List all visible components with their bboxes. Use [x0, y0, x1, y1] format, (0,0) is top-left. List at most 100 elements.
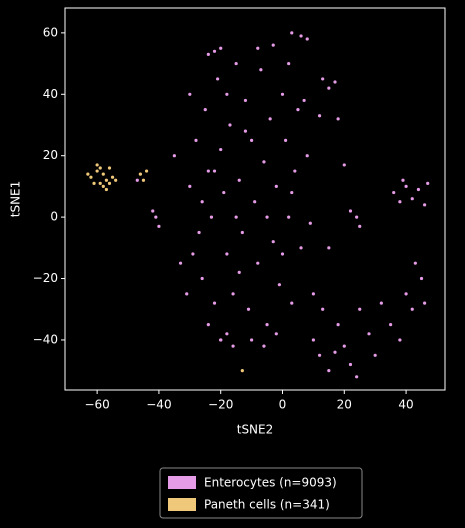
- point: [212, 301, 217, 305]
- point: [423, 203, 427, 207]
- point: [348, 209, 353, 213]
- point: [274, 184, 278, 189]
- point: [135, 178, 139, 182]
- point: [114, 178, 118, 182]
- y-tick-label: 40: [43, 87, 58, 101]
- point: [206, 169, 210, 173]
- y-axis-label: tSNE1: [9, 181, 23, 218]
- point: [311, 338, 315, 342]
- point: [262, 344, 266, 348]
- point: [206, 322, 210, 327]
- point: [256, 46, 260, 50]
- y-tick-label: −40: [33, 332, 58, 346]
- point: [342, 344, 346, 348]
- point: [336, 322, 340, 327]
- point: [222, 190, 226, 195]
- point: [234, 61, 238, 66]
- point: [299, 34, 303, 38]
- point: [231, 344, 235, 348]
- point: [89, 175, 93, 179]
- point: [86, 172, 90, 176]
- point: [317, 353, 322, 357]
- point: [178, 261, 183, 265]
- point: [379, 301, 383, 305]
- point: [253, 200, 257, 204]
- point: [398, 338, 402, 342]
- point: [290, 301, 294, 305]
- point: [209, 215, 214, 219]
- point: [401, 178, 405, 182]
- point: [141, 178, 146, 182]
- x-tick-label: 0: [279, 398, 287, 412]
- point: [423, 301, 427, 305]
- y-tick-label: 0: [50, 210, 58, 224]
- y-tick-label: −20: [33, 271, 58, 285]
- point: [333, 80, 337, 84]
- point: [188, 92, 192, 96]
- point: [101, 172, 105, 176]
- point: [283, 138, 288, 142]
- point: [225, 252, 229, 256]
- point: [203, 108, 207, 112]
- point: [95, 163, 99, 167]
- point: [194, 138, 198, 142]
- x-tick-label: 40: [398, 398, 413, 412]
- point: [225, 332, 229, 336]
- point: [151, 209, 155, 213]
- point: [426, 181, 430, 185]
- point: [296, 108, 300, 112]
- x-tick-label: −60: [84, 398, 109, 412]
- point: [250, 138, 254, 142]
- point: [197, 230, 201, 235]
- point: [271, 240, 275, 244]
- point: [259, 68, 263, 72]
- point: [311, 292, 315, 296]
- point: [287, 215, 291, 219]
- point: [327, 86, 331, 90]
- point: [219, 147, 223, 152]
- point: [237, 270, 241, 274]
- point: [317, 114, 322, 118]
- point: [110, 175, 115, 179]
- point: [250, 338, 254, 342]
- point: [104, 178, 108, 182]
- point: [277, 283, 282, 287]
- point: [172, 154, 176, 158]
- point: [327, 246, 331, 250]
- y-tick-label: 20: [43, 148, 58, 162]
- point: [228, 123, 232, 127]
- point: [191, 252, 195, 256]
- point: [107, 166, 112, 170]
- point: [268, 117, 272, 121]
- point: [290, 31, 294, 35]
- point: [287, 61, 291, 66]
- legend-label: Paneth cells (n=341): [204, 498, 330, 512]
- point: [107, 181, 112, 185]
- point: [336, 117, 340, 121]
- point: [389, 322, 393, 327]
- x-tick-label: −20: [208, 398, 233, 412]
- point: [101, 184, 105, 189]
- point: [299, 246, 303, 250]
- point: [413, 261, 417, 265]
- legend-label: Enterocytes (n=9093): [204, 476, 337, 490]
- point: [398, 200, 402, 204]
- point: [206, 52, 210, 56]
- point: [265, 215, 269, 219]
- legend-swatch: [168, 498, 196, 511]
- point: [419, 276, 424, 281]
- point: [240, 369, 244, 373]
- y-tick-label: 60: [43, 25, 58, 39]
- point: [410, 197, 414, 201]
- point: [212, 169, 217, 173]
- legend-swatch: [168, 476, 196, 489]
- point: [98, 181, 102, 185]
- point: [246, 307, 251, 311]
- point: [237, 178, 241, 182]
- point: [373, 353, 377, 357]
- x-tick-label: −40: [146, 398, 171, 412]
- point: [144, 169, 149, 173]
- point: [185, 292, 189, 296]
